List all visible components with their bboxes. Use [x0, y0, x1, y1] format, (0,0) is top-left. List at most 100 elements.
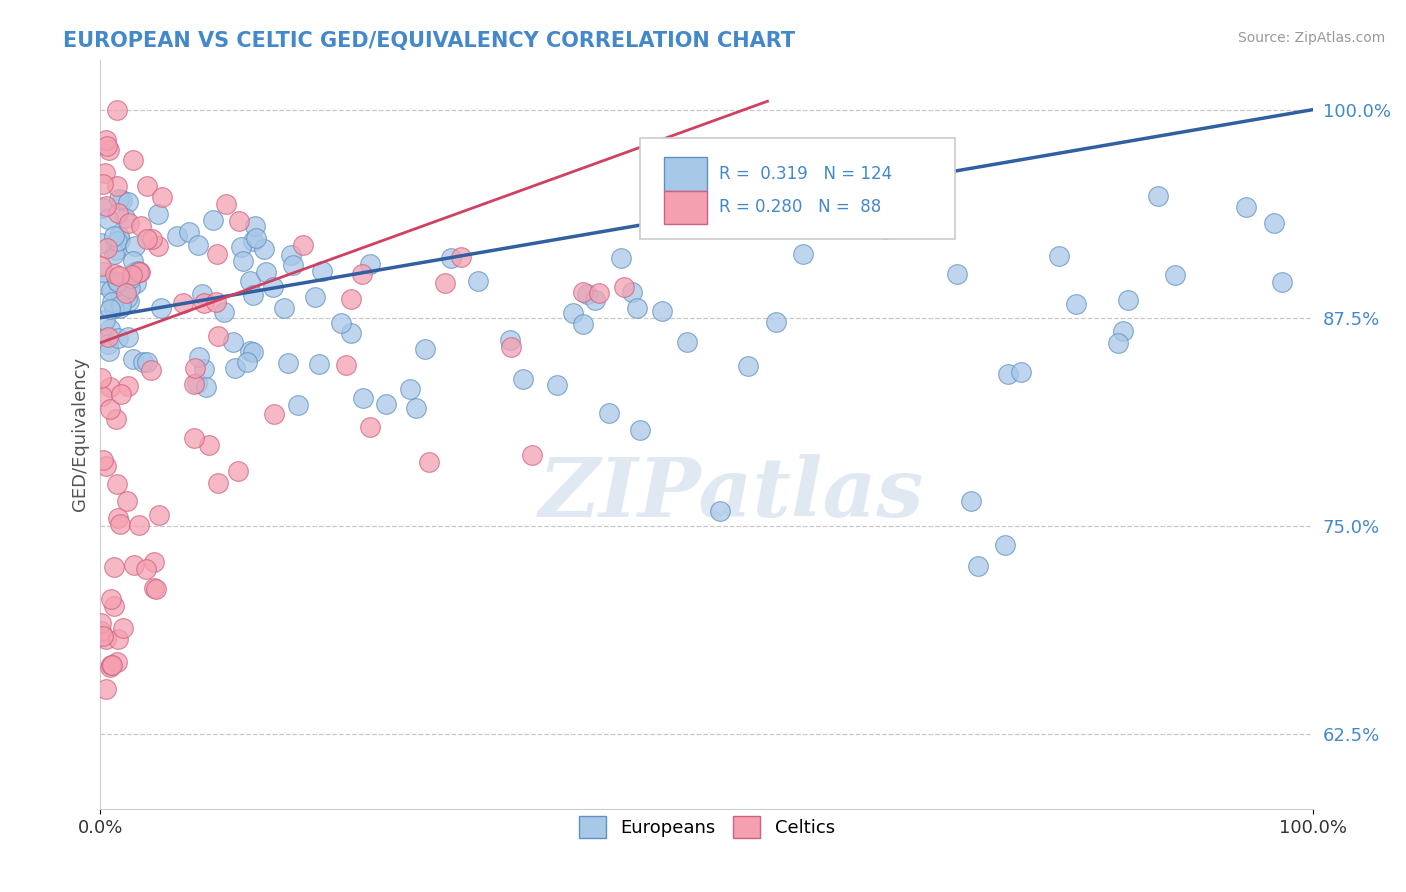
Point	[145, 582, 167, 596]
Point	[124, 238, 146, 252]
Point	[583, 293, 606, 308]
Point	[198, 438, 221, 452]
Point	[186, 376, 208, 390]
Point	[231, 240, 253, 254]
Point	[97, 212, 120, 227]
Point	[117, 379, 139, 393]
Point	[114, 211, 136, 226]
Point	[187, 237, 209, 252]
Point	[576, 286, 599, 301]
Point	[339, 292, 361, 306]
Point	[96, 458, 118, 473]
Point	[117, 329, 139, 343]
Point	[792, 246, 814, 260]
Point	[149, 301, 172, 315]
Text: EUROPEAN VS CELTIC GED/EQUIVALENCY CORRELATION CHART: EUROPEAN VS CELTIC GED/EQUIVALENCY CORRE…	[63, 31, 796, 51]
Point	[193, 362, 215, 376]
Point	[108, 233, 131, 247]
Point	[122, 265, 145, 279]
Point	[191, 286, 214, 301]
Point	[224, 361, 246, 376]
Point	[91, 277, 114, 291]
Point	[97, 330, 120, 344]
Point	[105, 655, 128, 669]
Point	[105, 274, 128, 288]
Point	[994, 538, 1017, 552]
Point	[111, 194, 134, 208]
Point	[105, 411, 128, 425]
Point	[415, 343, 437, 357]
Point	[108, 268, 131, 283]
Point	[115, 494, 138, 508]
Point	[108, 516, 131, 531]
Point	[105, 476, 128, 491]
Point	[273, 301, 295, 315]
Point	[440, 251, 463, 265]
Point	[91, 389, 114, 403]
Point	[96, 138, 118, 153]
Point	[172, 296, 194, 310]
Point	[103, 267, 125, 281]
Point	[100, 295, 122, 310]
Point	[946, 267, 969, 281]
Point	[221, 335, 243, 350]
Point	[94, 199, 117, 213]
Point	[193, 296, 215, 310]
Point	[228, 213, 250, 227]
Point	[90, 624, 112, 638]
Point	[135, 178, 157, 193]
Point	[253, 243, 276, 257]
Point	[100, 658, 122, 673]
Point	[195, 379, 218, 393]
Point	[262, 280, 284, 294]
Point	[111, 622, 134, 636]
Text: ZIPatlas: ZIPatlas	[538, 454, 924, 534]
Point	[118, 293, 141, 308]
Point	[105, 103, 128, 117]
Point	[572, 317, 595, 331]
Text: Source: ZipAtlas.com: Source: ZipAtlas.com	[1237, 31, 1385, 45]
Point	[107, 511, 129, 525]
Point	[127, 264, 149, 278]
Point	[499, 340, 522, 354]
Point	[418, 455, 440, 469]
Point	[280, 248, 302, 262]
Point	[91, 453, 114, 467]
Point	[107, 284, 129, 298]
Point	[107, 275, 129, 289]
Point	[129, 265, 152, 279]
Point	[612, 280, 634, 294]
Point	[359, 257, 381, 271]
Point	[128, 517, 150, 532]
Point	[110, 298, 132, 312]
Point	[124, 558, 146, 572]
Point	[709, 504, 731, 518]
Point	[148, 508, 170, 522]
Point	[610, 252, 633, 266]
FancyBboxPatch shape	[665, 157, 707, 191]
Point	[100, 283, 122, 297]
Point	[1107, 336, 1129, 351]
Point	[105, 243, 128, 257]
Point	[245, 231, 267, 245]
Point	[103, 599, 125, 613]
Point	[107, 229, 129, 244]
Point	[121, 268, 143, 283]
Point	[350, 267, 373, 281]
Point	[184, 361, 207, 376]
Point	[308, 357, 330, 371]
Point	[212, 305, 235, 319]
Point	[522, 448, 544, 462]
Point	[329, 316, 352, 330]
Point	[512, 372, 534, 386]
Point	[207, 329, 229, 343]
Point	[98, 322, 121, 336]
Point	[115, 291, 138, 305]
Point	[571, 285, 593, 299]
Point	[215, 197, 238, 211]
Point	[588, 286, 610, 301]
Point	[875, 222, 897, 236]
Point	[242, 288, 264, 302]
Point	[242, 234, 264, 248]
Point	[239, 343, 262, 358]
